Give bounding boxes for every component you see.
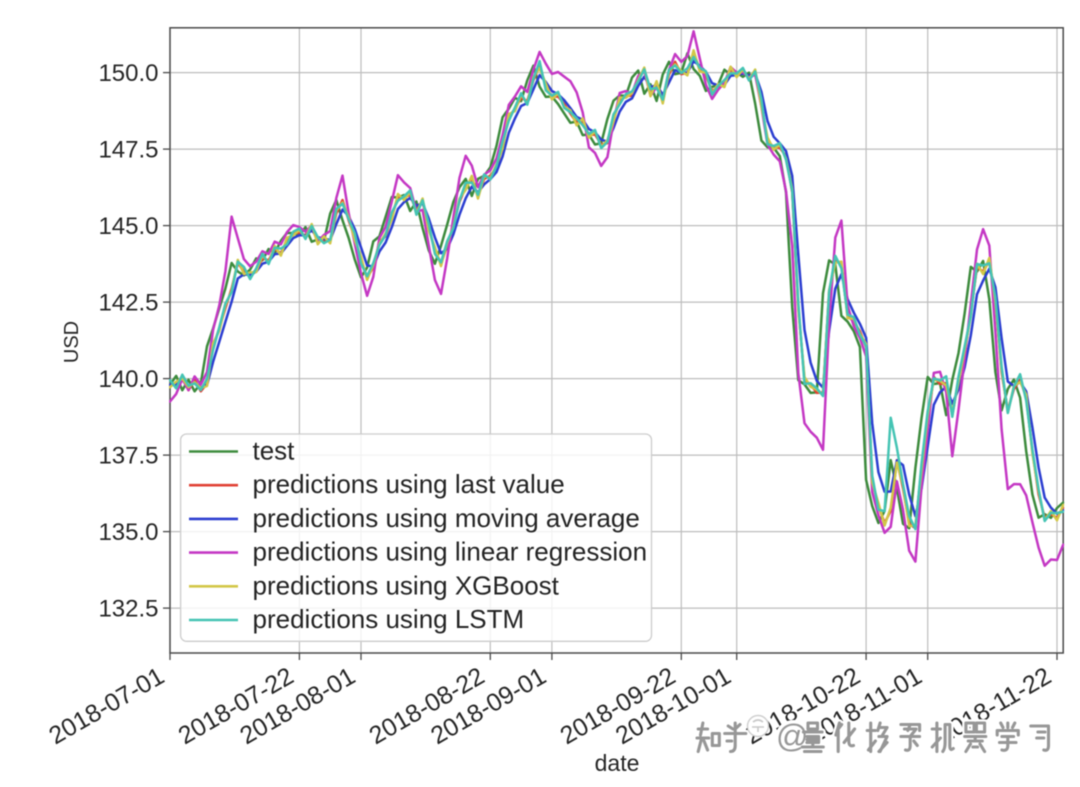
svg-text:145.0: 145.0 xyxy=(98,213,158,240)
svg-text:predictions using linear regre: predictions using linear regression xyxy=(253,537,648,567)
svg-text:predictions using last value: predictions using last value xyxy=(253,469,565,499)
svg-text:135.0: 135.0 xyxy=(98,519,158,546)
svg-text:predictions using XGBoost: predictions using XGBoost xyxy=(253,570,560,600)
svg-text:predictions using moving avera: predictions using moving average xyxy=(253,503,640,533)
svg-text:USD: USD xyxy=(61,321,83,363)
svg-text:137.5: 137.5 xyxy=(98,443,158,470)
svg-text:140.0: 140.0 xyxy=(98,366,158,393)
svg-text:147.5: 147.5 xyxy=(98,137,158,164)
svg-text:date: date xyxy=(595,750,640,776)
svg-text:132.5: 132.5 xyxy=(98,596,158,623)
svg-text:142.5: 142.5 xyxy=(98,290,158,317)
svg-text:predictions using LSTM: predictions using LSTM xyxy=(253,604,525,634)
svg-text:test: test xyxy=(253,436,296,466)
svg-text:150.0: 150.0 xyxy=(98,60,158,87)
svg-text:@: @ xyxy=(776,718,808,754)
